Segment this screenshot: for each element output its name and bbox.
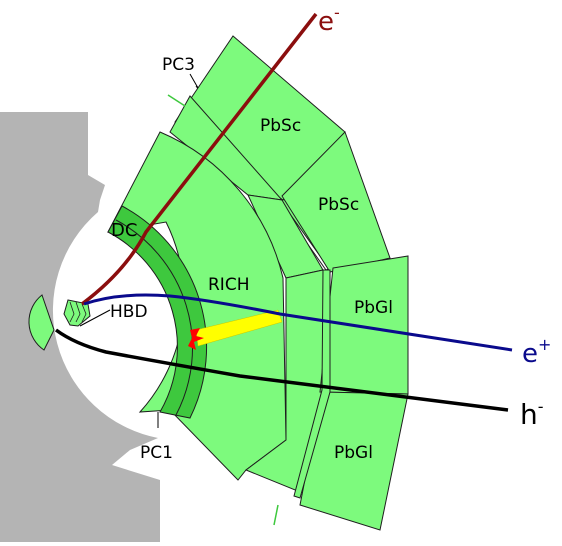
pc3-label: PC3 [162,55,195,75]
positron-label: e+ [522,335,551,369]
pbgl-label-1: PbGl [354,298,393,318]
pc3-tick-top [167,94,186,107]
hbd-leader [79,309,111,327]
pc3-tick-bottom [273,504,279,526]
dc-label: DC [111,220,137,241]
pbgl-module-1 [319,255,409,395]
hit-marker-1 [188,328,204,350]
pc3-leader [189,73,199,89]
pc1-label: PC1 [140,443,173,463]
electron-label: e- [318,3,340,37]
magnet-pole [0,112,160,542]
hadron-label: h- [520,397,544,431]
rich-label: RICH [208,275,249,295]
pc3-lower-strip [293,269,331,499]
positron-track [83,293,513,352]
pbsc-label-1: PbSc [260,116,301,136]
pbsc-label-2: PbSc [318,195,359,215]
hbd-label: HBD [110,302,148,322]
pbgl-label-2: PbGl [334,443,373,463]
electron-track [80,12,318,306]
hbd-detector [28,294,91,351]
hadron-track [54,328,509,412]
pbsc-module-2 [281,131,391,273]
